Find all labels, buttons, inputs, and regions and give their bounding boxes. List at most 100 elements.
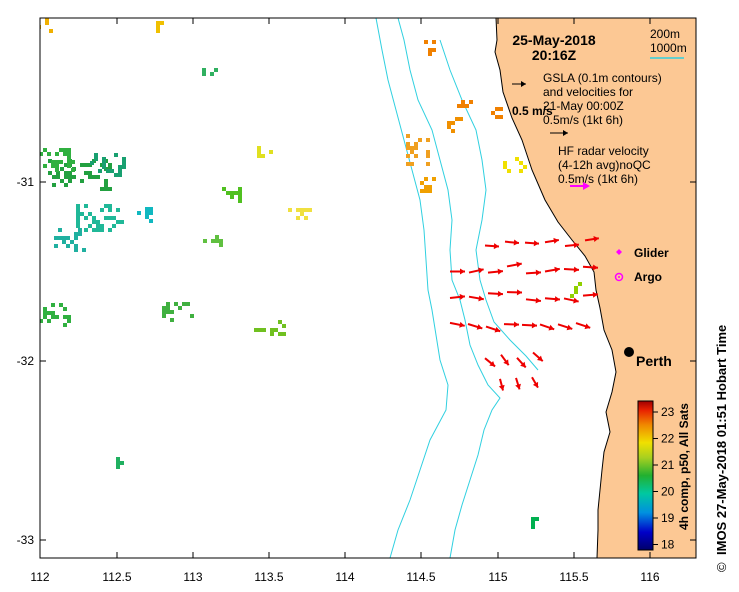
sst-pixel [278, 320, 282, 324]
sst-pixel [461, 104, 465, 108]
sst-pixel-layer [35, 18, 582, 529]
current-vector-arrow [449, 321, 465, 328]
sst-pixel [426, 154, 430, 158]
sst-pixel [80, 179, 84, 183]
current-vector-arrow [467, 323, 483, 330]
sst-pixel [447, 121, 451, 125]
colorbar-label: 4h comp, p50, All Sats [677, 403, 691, 530]
current-vector-arrow [449, 268, 466, 275]
sst-pixel [424, 40, 428, 44]
city-label-perth: Perth [636, 353, 672, 369]
sst-pixel [60, 179, 64, 183]
colorbar-tick-label: 20 [661, 485, 675, 499]
sst-pixel [424, 189, 428, 193]
current-vector-arrow [468, 295, 484, 302]
sst-pixel [108, 163, 112, 167]
sst-pixel [35, 164, 39, 168]
sst-pixel [88, 212, 92, 216]
sst-pixel [78, 228, 82, 232]
sst-pixel [106, 169, 110, 173]
current-vector-arrow [500, 354, 510, 366]
sst-pixel [461, 100, 465, 104]
sst-pixel [43, 311, 47, 315]
colorbar-tick-label: 18 [661, 538, 675, 552]
sst-pixel [570, 294, 574, 298]
sst-pixel [116, 465, 120, 469]
sst-pixel [84, 216, 88, 220]
sst-pixel [116, 457, 120, 461]
current-vector-arrow [484, 243, 500, 250]
x-tick-label: 112 [30, 570, 49, 584]
sst-pixel [48, 159, 52, 163]
sst-pixel [162, 314, 166, 318]
sst-pixel [451, 121, 455, 125]
sst-pixel [59, 148, 63, 152]
current-vector-arrow [468, 267, 484, 274]
sst-pixel [145, 207, 149, 211]
sst-pixel [45, 18, 49, 21]
sst-pixel [62, 236, 66, 240]
sst-pixel [459, 117, 463, 121]
sst-pixel [88, 175, 92, 179]
sst-pixel [120, 461, 124, 465]
sst-pixel [66, 236, 70, 240]
sst-pixel [234, 191, 238, 195]
sst-pixel [100, 224, 104, 228]
sst-pixel [447, 125, 451, 129]
sst-pixel [68, 171, 72, 175]
current-vector-arrow [503, 321, 520, 328]
sst-pixel [166, 302, 170, 306]
sst-pixel [74, 248, 78, 252]
colorbar-tick-label: 23 [661, 405, 675, 419]
sst-pixel [108, 228, 112, 232]
sst-pixel [424, 177, 428, 181]
sst-pixel [43, 148, 47, 152]
sst-pixel [238, 187, 242, 191]
credit-text: IMOS 27-May-2018 01:51 Hobart Time [714, 325, 729, 555]
gsla-legend-line2: and velocities for [543, 85, 633, 99]
sst-pixel [55, 164, 59, 168]
sst-pixel [426, 138, 430, 142]
sst-pixel [149, 219, 153, 223]
sst-pixel [63, 323, 67, 327]
sst-pixel [219, 239, 223, 243]
sst-pixel [499, 115, 503, 119]
sst-pixel [90, 161, 94, 165]
sst-pixel [88, 224, 92, 228]
argo-marker-icon [614, 272, 624, 282]
sst-pixel [43, 307, 47, 311]
sst-pixel [156, 21, 160, 25]
current-vector-arrow [563, 297, 579, 304]
sst-pixel [67, 152, 71, 156]
sst-pixel [304, 208, 308, 212]
current-vector-arrow [563, 266, 580, 273]
y-tick-label: -31 [17, 175, 35, 189]
sst-pixel [40, 319, 43, 323]
sst-pixel [428, 185, 432, 189]
sst-pixel [108, 216, 112, 220]
glider-marker-icon [616, 249, 622, 255]
sst-pixel [40, 152, 43, 156]
sst-pixel [420, 181, 424, 185]
y-axis: -31 -32 -33 [17, 175, 696, 547]
isobath-1000m [375, 18, 449, 558]
x-tick-label: 116 [640, 570, 659, 584]
sst-pixel [120, 220, 124, 224]
sst-pixel [74, 244, 78, 248]
sst-pixel [156, 29, 160, 33]
copyright-symbol: © [714, 562, 729, 572]
current-vector-arrow [525, 297, 542, 304]
sst-pixel [51, 303, 55, 307]
sst-pixel [215, 235, 219, 239]
sst-pixel [288, 208, 292, 212]
sst-pixel [428, 52, 432, 56]
sst-pixel [94, 153, 98, 157]
sst-pixel [80, 163, 84, 167]
sst-pixel [535, 517, 539, 521]
sst-pixel [92, 220, 96, 224]
sst-pixel [82, 248, 86, 252]
sst-pixel [96, 228, 100, 232]
sst-pixel [104, 216, 108, 220]
sst-pixel [67, 315, 71, 319]
current-vector-arrow [516, 357, 527, 369]
